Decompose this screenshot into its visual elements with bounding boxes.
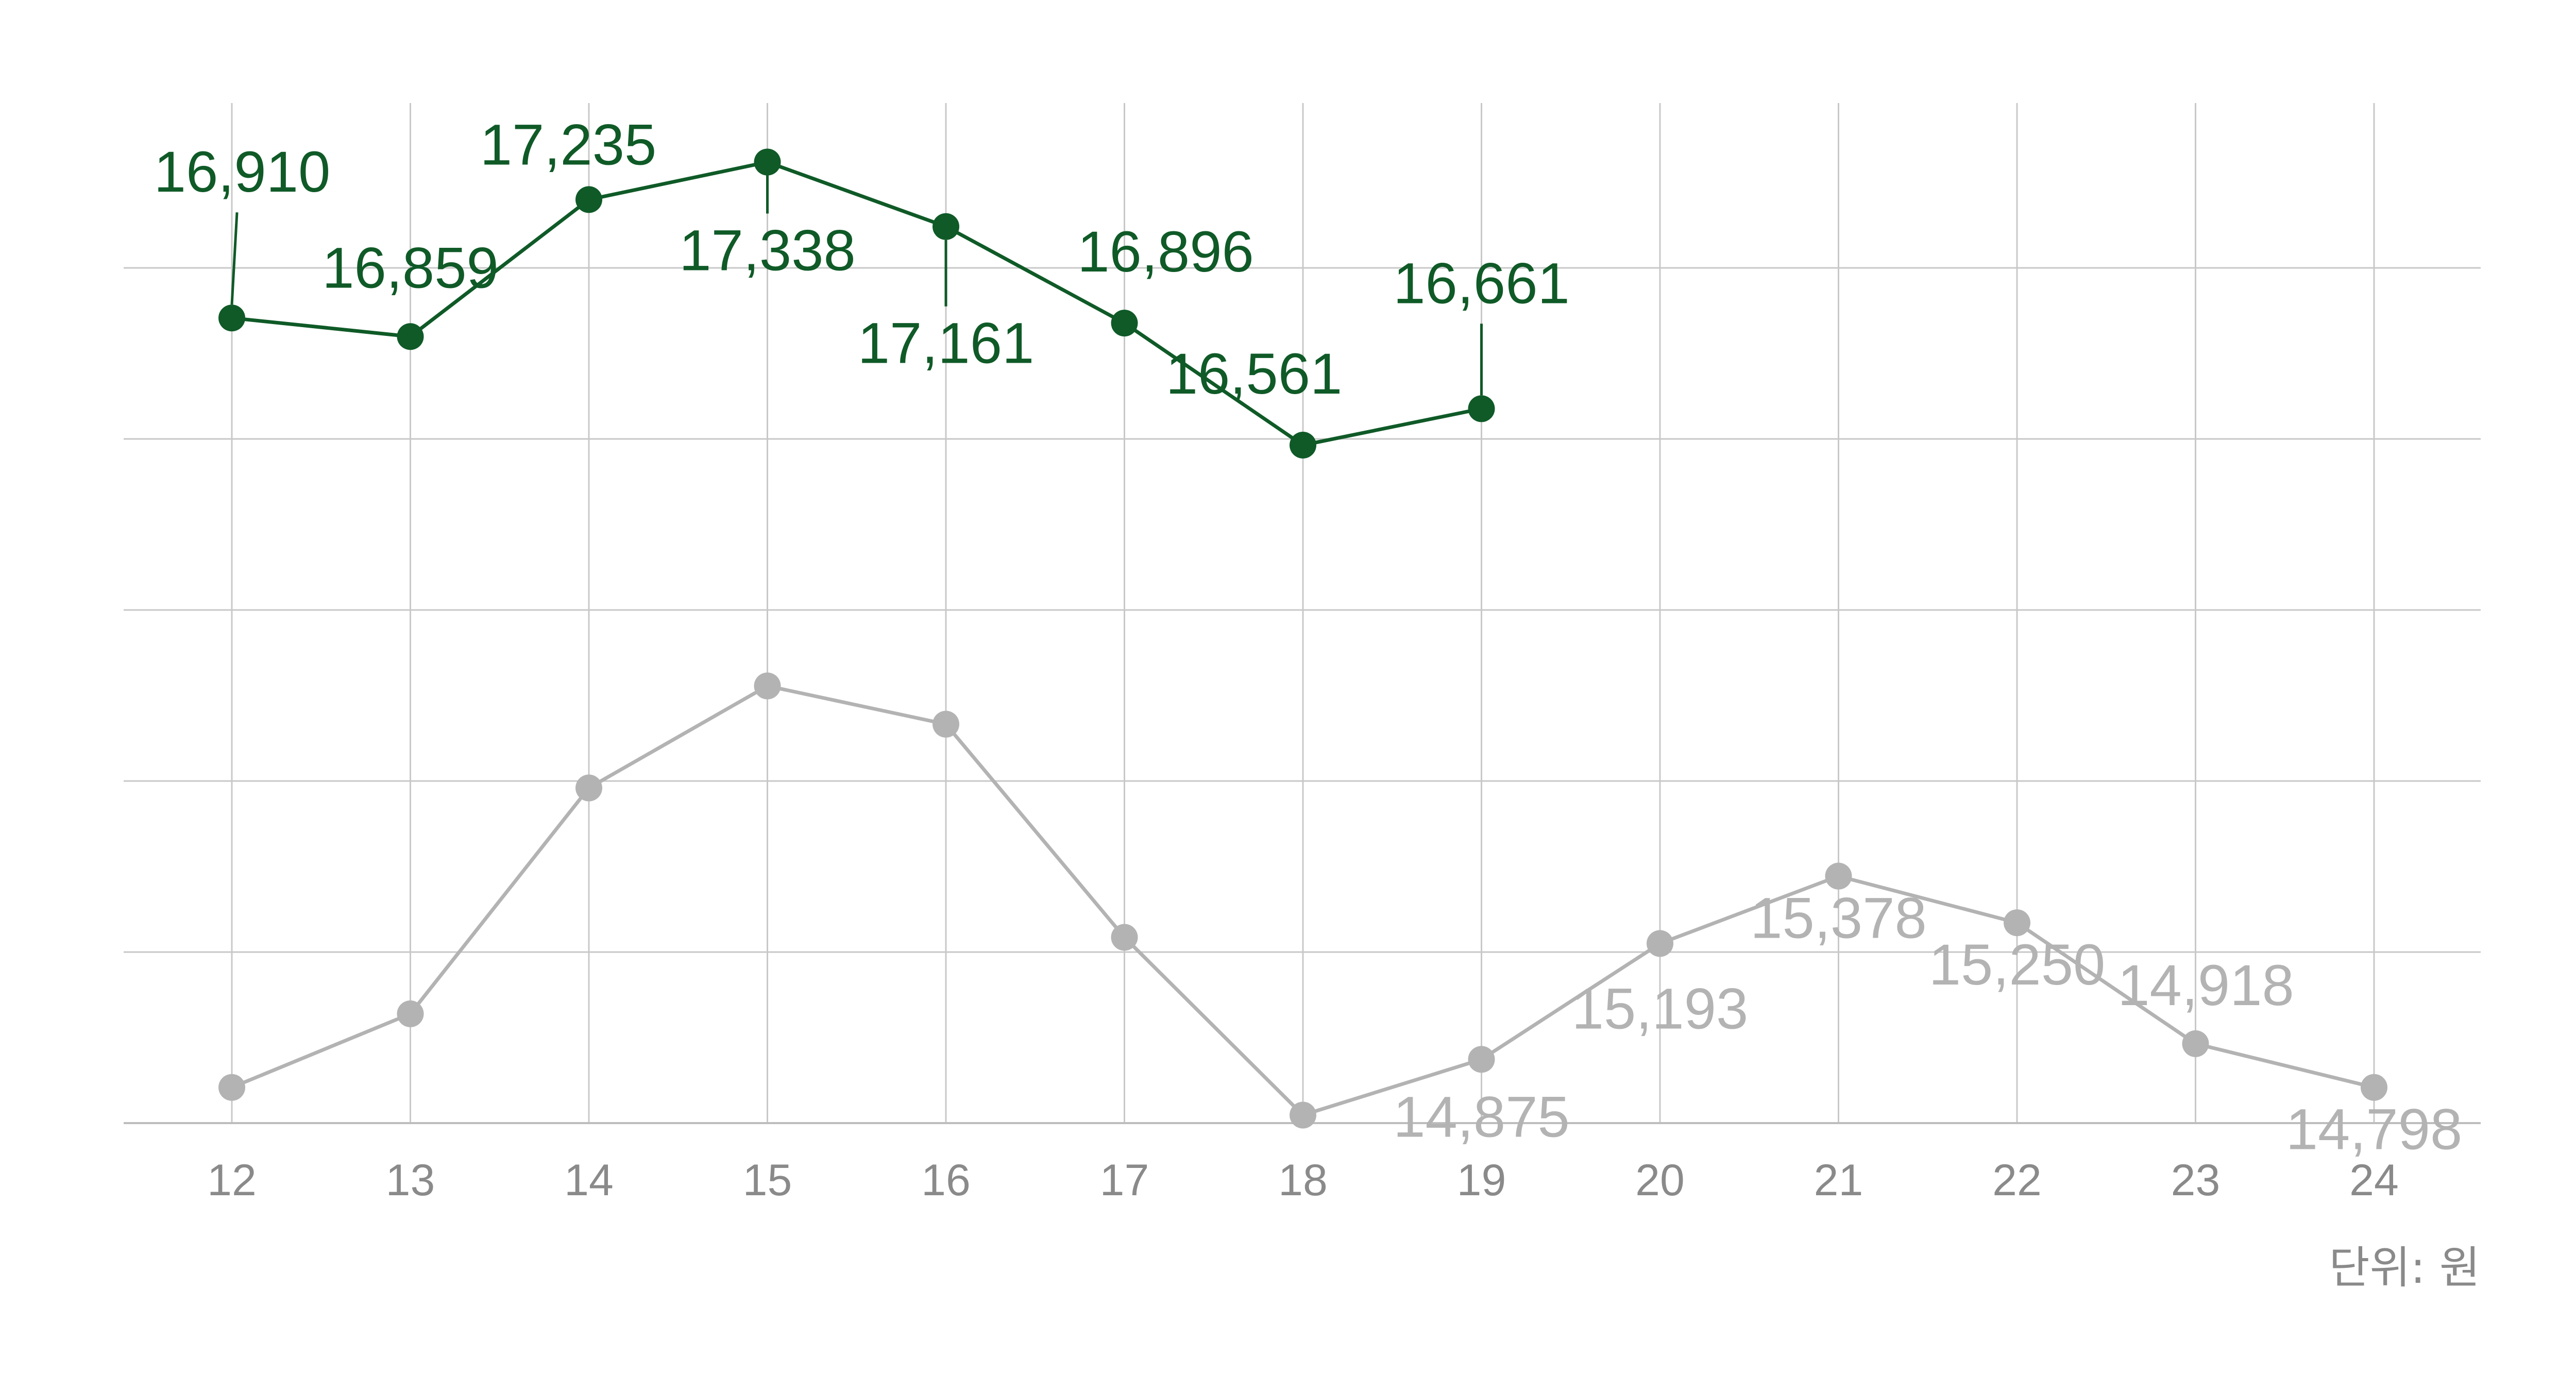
series-2-point xyxy=(933,710,959,738)
series-1-point xyxy=(1111,310,1138,337)
series-2-point xyxy=(1111,924,1138,951)
series-2-point xyxy=(2182,1030,2209,1057)
series-2-point xyxy=(1647,930,1673,957)
series-1-point xyxy=(397,323,424,350)
series-2-point xyxy=(575,774,602,802)
x-tick-label: 17 xyxy=(1100,1156,1149,1205)
series-1-point xyxy=(575,186,602,213)
series-1-point xyxy=(754,148,781,176)
x-tick-label: 20 xyxy=(1635,1156,1685,1205)
x-tick-label: 24 xyxy=(2349,1156,2399,1205)
x-tick-label: 18 xyxy=(1278,1156,1328,1205)
x-tick-label: 13 xyxy=(386,1156,435,1205)
data-label: 16,561 xyxy=(1166,342,1343,406)
data-label: 14,798 xyxy=(2286,1097,2463,1162)
x-tick-label: 23 xyxy=(2171,1156,2221,1205)
series-2-point xyxy=(1290,1101,1316,1129)
data-label: 16,896 xyxy=(1077,219,1254,284)
data-label: 15,250 xyxy=(1929,932,2106,997)
data-label: 15,193 xyxy=(1572,976,1749,1041)
data-label: 17,338 xyxy=(679,218,856,283)
data-label: 16,859 xyxy=(322,235,499,300)
series-1-point xyxy=(933,213,959,240)
x-tick-label: 12 xyxy=(207,1156,257,1205)
unit-label: 단위: 원 xyxy=(2329,1242,2480,1294)
x-tick-label: 15 xyxy=(743,1156,792,1205)
data-label: 14,875 xyxy=(1393,1084,1570,1149)
series-line-1 xyxy=(231,160,1482,447)
series-2-point xyxy=(2004,909,2030,937)
series-2-point xyxy=(1825,862,1852,890)
series-1-point xyxy=(1468,395,1495,422)
data-label: 17,161 xyxy=(858,311,1035,376)
series-2-point xyxy=(2361,1074,2387,1101)
data-label: 14,918 xyxy=(2117,953,2294,1017)
series-2-point xyxy=(397,1000,424,1027)
series-1-point xyxy=(218,304,245,332)
x-tick-label: 21 xyxy=(1814,1156,1863,1205)
data-label: 15,378 xyxy=(1750,886,1927,951)
data-label: 16,910 xyxy=(154,140,331,204)
x-axis: 12 13 14 15 16 17 18 19 20 21 22 23 24 xyxy=(124,1122,2481,1205)
x-tick-label: 16 xyxy=(921,1156,971,1205)
series-2-point xyxy=(754,672,781,700)
label-leader-line xyxy=(230,212,239,305)
series-2-point xyxy=(1468,1046,1495,1073)
series-2-point xyxy=(218,1074,245,1101)
series-1-point xyxy=(1290,432,1316,459)
x-tick-label: 14 xyxy=(564,1156,614,1205)
x-tick-label: 22 xyxy=(1992,1156,2042,1205)
data-label: 17,235 xyxy=(480,112,657,177)
x-tick-label: 19 xyxy=(1457,1156,1506,1205)
series-group xyxy=(218,148,2387,1129)
data-label: 16,661 xyxy=(1393,251,1570,315)
